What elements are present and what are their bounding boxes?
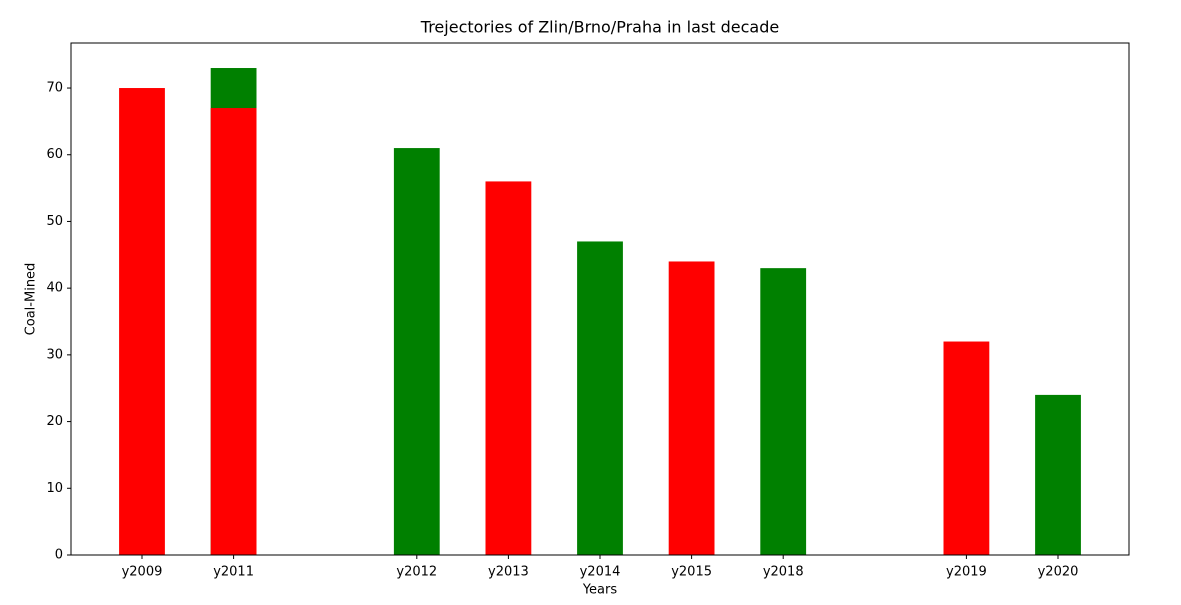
y-tick-label: 40 <box>46 281 63 296</box>
y-tick-label: 50 <box>46 214 63 229</box>
x-tick-label: y2013 <box>488 565 529 580</box>
x-tick-label: y2020 <box>1038 565 1079 580</box>
bar <box>393 148 440 555</box>
y-tick-label: 60 <box>46 147 63 162</box>
x-tick-label: y2012 <box>396 565 437 580</box>
y-axis-label: Coal-Mined <box>24 263 39 336</box>
y-tick-label: 20 <box>46 414 63 429</box>
x-tick-label: y2015 <box>671 565 712 580</box>
bar <box>485 181 532 555</box>
bar <box>943 341 990 555</box>
y-tick-label: 0 <box>55 548 63 563</box>
x-tick-label: y2009 <box>122 565 163 580</box>
y-tick-label: 10 <box>46 481 63 496</box>
bar <box>119 88 165 556</box>
bar <box>760 268 807 555</box>
x-tick-label: y2018 <box>763 565 804 580</box>
y-tick-label: 70 <box>46 81 63 96</box>
bar <box>1035 394 1081 555</box>
plot-frame <box>70 42 1130 556</box>
x-tick-label: y2019 <box>946 565 987 580</box>
chart-title: Trejectories of Zlin/Brno/Praha in last … <box>420 18 779 37</box>
bar <box>668 261 715 555</box>
x-tick-label: y2011 <box>213 565 254 580</box>
x-tick-label: y2014 <box>580 565 621 580</box>
x-axis-label: Years <box>582 583 618 598</box>
y-tick-label: 30 <box>46 347 63 362</box>
bar <box>577 241 623 556</box>
bar <box>210 108 257 555</box>
